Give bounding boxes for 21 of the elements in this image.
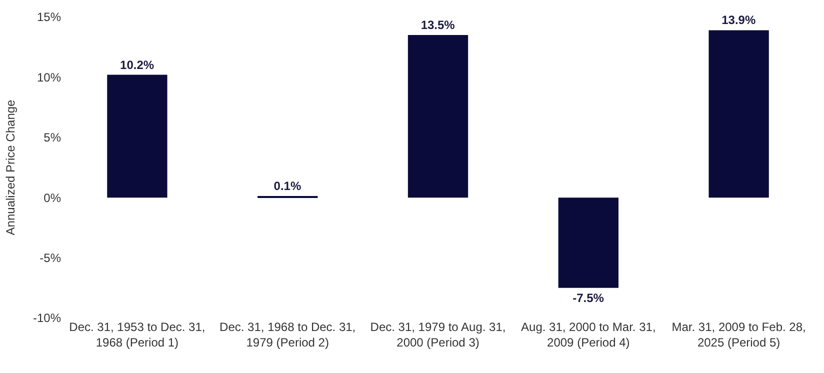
bar bbox=[107, 74, 168, 198]
data-label: -7.5% bbox=[572, 290, 604, 305]
bar bbox=[408, 35, 468, 198]
x-tick-label: Dec. 31, 1979 to Aug. 31, 2000 (Period 3) bbox=[370, 320, 506, 350]
y-tick-label: 5% bbox=[44, 130, 62, 145]
data-label: 0.1% bbox=[274, 179, 302, 193]
bar bbox=[708, 30, 769, 198]
x-tick-label: Mar. 31, 2009 to Feb. 28, 2025 (Period 5) bbox=[672, 320, 806, 350]
y-tick-label: 0% bbox=[44, 190, 62, 205]
x-tick-label: Aug. 31, 2000 to Mar. 31, 2009 (Period 4) bbox=[521, 320, 656, 350]
y-tick-label: -5% bbox=[40, 251, 62, 265]
x-tick-label: Dec. 31, 1968 to Dec. 31, 1979 (Period 2) bbox=[220, 320, 356, 350]
bar bbox=[558, 198, 618, 288]
x-tick-label: Dec. 31, 1953 to Dec. 31, 1968 (Period 1) bbox=[69, 320, 206, 350]
y-axis-title: Annualized Price Change bbox=[3, 99, 18, 236]
y-tick-label: 15% bbox=[36, 10, 62, 24]
y-tick-label: -10% bbox=[32, 311, 62, 326]
y-tick-label: 10% bbox=[36, 70, 62, 84]
data-label: 13.9% bbox=[722, 13, 756, 28]
data-label: 13.5% bbox=[420, 18, 456, 32]
data-label: 10.2% bbox=[120, 58, 154, 72]
